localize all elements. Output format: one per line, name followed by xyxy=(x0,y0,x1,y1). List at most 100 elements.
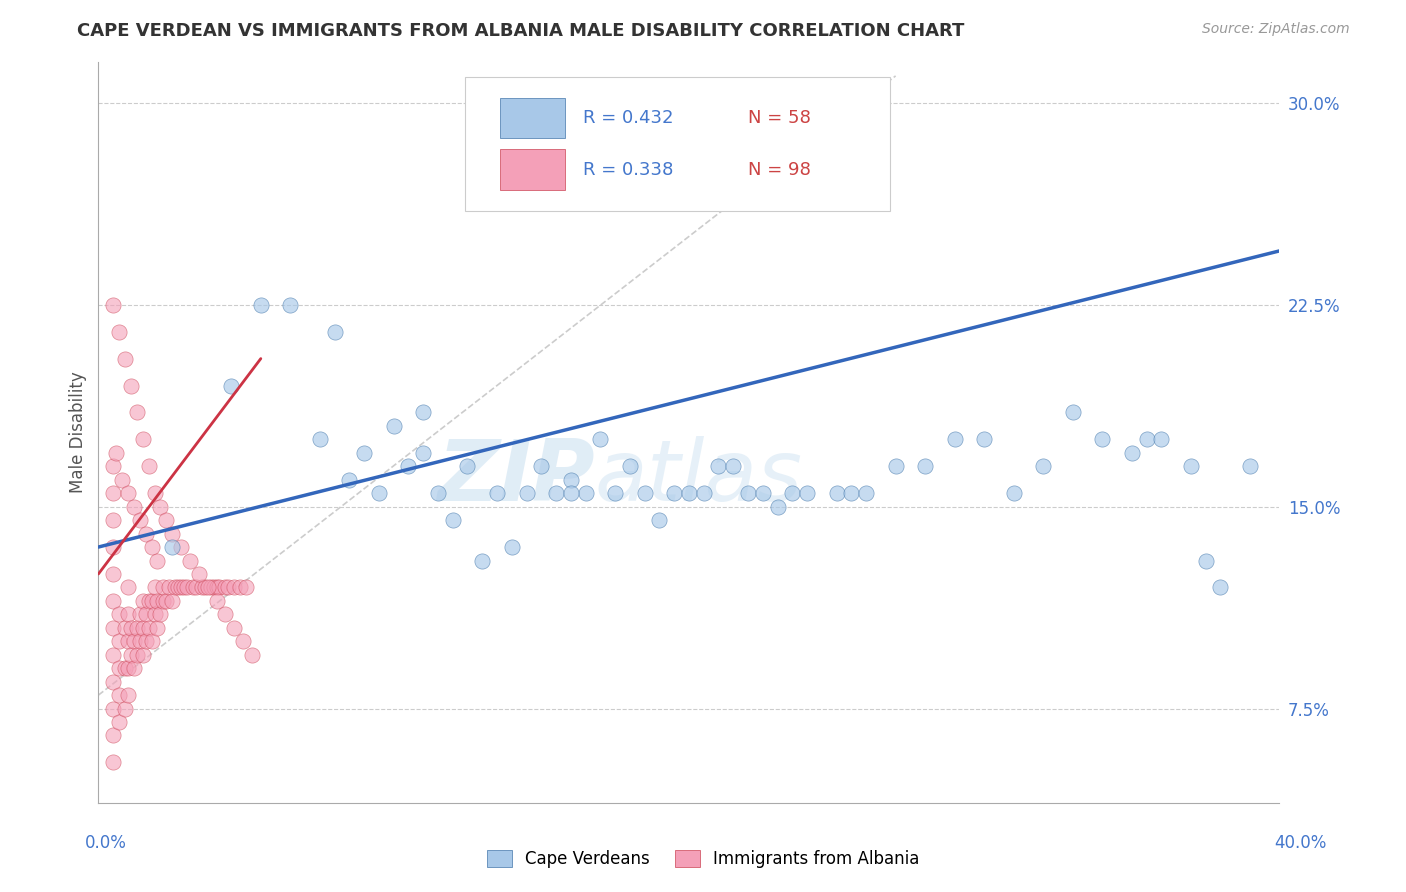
Text: CAPE VERDEAN VS IMMIGRANTS FROM ALBANIA MALE DISABILITY CORRELATION CHART: CAPE VERDEAN VS IMMIGRANTS FROM ALBANIA … xyxy=(77,22,965,40)
Point xyxy=(117,581,139,595)
Text: Source: ZipAtlas.com: Source: ZipAtlas.com xyxy=(1202,22,1350,37)
Point xyxy=(412,446,434,460)
Point xyxy=(103,729,125,743)
Point xyxy=(707,122,730,136)
Point xyxy=(648,513,671,527)
Point xyxy=(141,540,163,554)
Point xyxy=(125,648,148,662)
Point xyxy=(103,648,125,662)
Point xyxy=(128,607,150,622)
Point xyxy=(197,581,219,595)
Point xyxy=(855,486,877,500)
Point xyxy=(191,581,214,595)
Point xyxy=(224,581,246,595)
Point xyxy=(208,581,231,595)
Text: N = 98: N = 98 xyxy=(748,161,811,178)
Point xyxy=(114,661,136,675)
Point xyxy=(194,581,217,595)
Point xyxy=(471,553,494,567)
Point xyxy=(752,486,775,500)
FancyBboxPatch shape xyxy=(464,78,890,211)
Point xyxy=(132,621,155,635)
Point xyxy=(441,513,464,527)
Point xyxy=(108,634,131,648)
Point xyxy=(117,661,139,675)
Point xyxy=(170,581,193,595)
Point xyxy=(309,433,332,447)
Point xyxy=(103,459,125,474)
Point xyxy=(117,688,139,702)
Point xyxy=(1150,433,1173,447)
Point xyxy=(323,325,346,339)
Text: R = 0.338: R = 0.338 xyxy=(582,161,673,178)
Point xyxy=(155,513,177,527)
Point xyxy=(117,486,139,500)
Point xyxy=(152,581,174,595)
Point xyxy=(181,581,204,595)
Point xyxy=(132,648,155,662)
Point xyxy=(214,607,236,622)
Text: R = 0.432: R = 0.432 xyxy=(582,109,673,127)
Point xyxy=(179,553,201,567)
Point xyxy=(111,473,134,487)
Point xyxy=(737,486,759,500)
Point xyxy=(214,581,236,595)
Point xyxy=(943,433,966,447)
Point xyxy=(105,446,128,460)
Point xyxy=(155,594,177,608)
Point xyxy=(135,634,157,648)
Point xyxy=(205,581,228,595)
Point xyxy=(114,621,136,635)
Point xyxy=(1091,433,1114,447)
Point xyxy=(157,581,180,595)
Point xyxy=(162,540,183,554)
Point xyxy=(825,486,848,500)
Point xyxy=(103,513,125,527)
Point xyxy=(138,594,160,608)
Point xyxy=(114,701,136,715)
Point xyxy=(1195,553,1218,567)
Point xyxy=(240,648,263,662)
Point xyxy=(766,500,789,514)
Point xyxy=(280,298,302,312)
Point xyxy=(796,486,818,500)
Point xyxy=(235,581,257,595)
Point xyxy=(368,486,391,500)
Point xyxy=(132,433,155,447)
Point xyxy=(605,486,627,500)
Point xyxy=(973,433,995,447)
Point xyxy=(339,473,361,487)
Point xyxy=(1209,581,1232,595)
Point xyxy=(117,607,139,622)
Point xyxy=(146,553,169,567)
Point xyxy=(427,486,450,500)
Point xyxy=(782,486,804,500)
Point xyxy=(398,459,420,474)
Point xyxy=(103,594,125,608)
Point xyxy=(125,405,148,419)
Legend: Cape Verdeans, Immigrants from Albania: Cape Verdeans, Immigrants from Albania xyxy=(479,843,927,875)
Point xyxy=(1121,446,1143,460)
Point xyxy=(103,674,125,689)
Point xyxy=(135,526,157,541)
Point xyxy=(173,581,195,595)
Point xyxy=(120,621,142,635)
Point xyxy=(114,351,136,366)
Text: atlas: atlas xyxy=(595,435,803,518)
Point xyxy=(138,459,160,474)
Y-axis label: Male Disability: Male Disability xyxy=(69,372,87,493)
Point xyxy=(224,621,246,635)
Point xyxy=(232,634,254,648)
Point xyxy=(884,459,907,474)
Point xyxy=(664,486,686,500)
Point xyxy=(1002,486,1025,500)
Point xyxy=(108,661,131,675)
Point xyxy=(1180,459,1202,474)
Point xyxy=(141,634,163,648)
Point xyxy=(546,486,568,500)
Point xyxy=(634,486,657,500)
Point xyxy=(103,621,125,635)
Point xyxy=(457,459,479,474)
Point xyxy=(516,486,538,500)
Point xyxy=(575,486,598,500)
